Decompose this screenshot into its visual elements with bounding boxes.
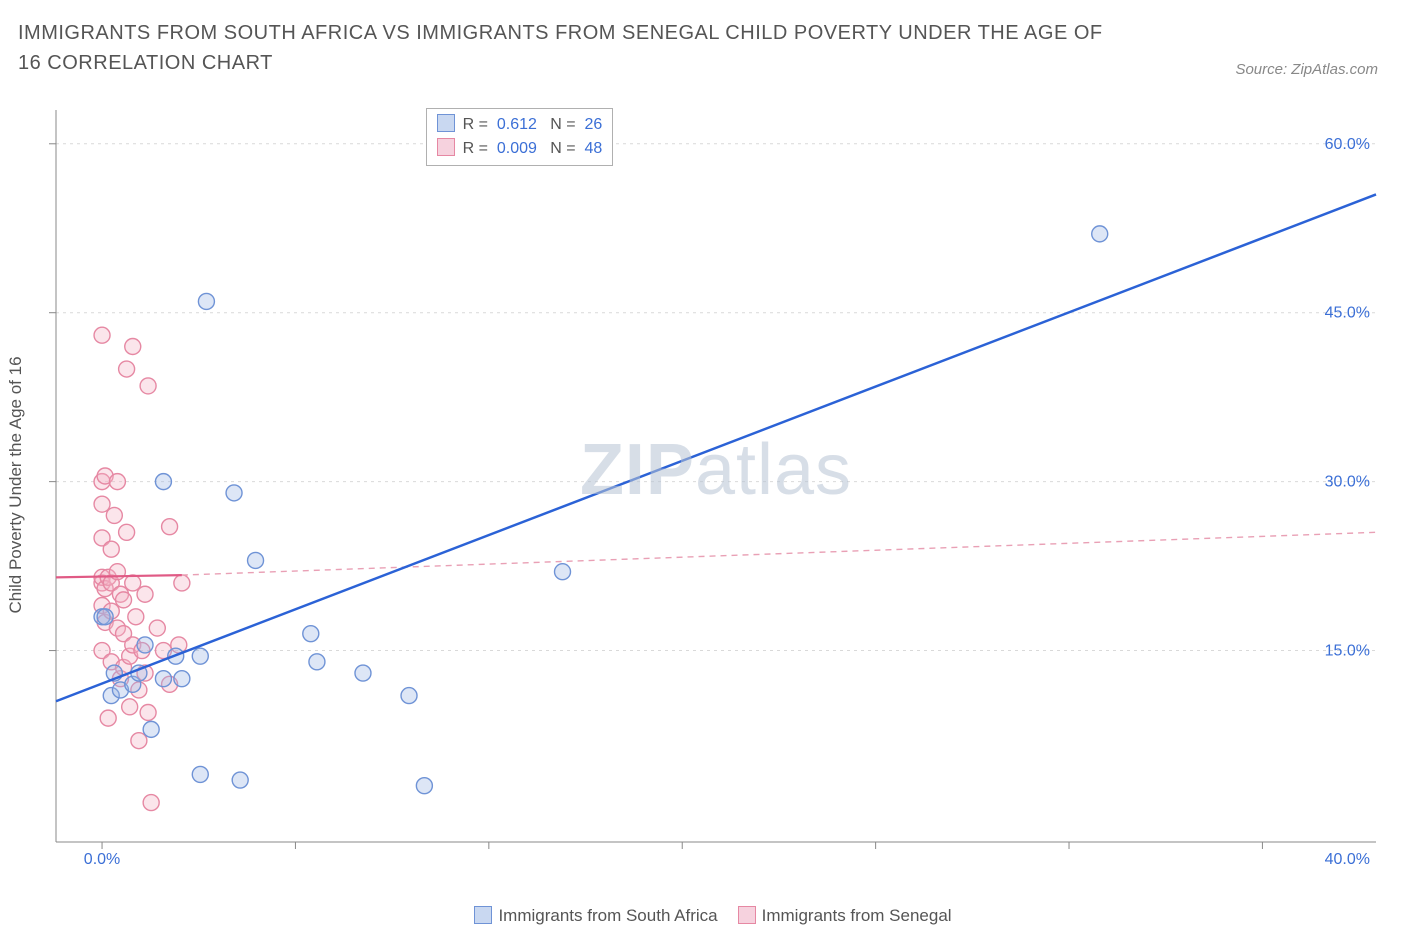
svg-text:30.0%: 30.0% [1325, 474, 1370, 491]
svg-text:45.0%: 45.0% [1325, 305, 1370, 322]
legend-row: R = 0.009 N = 48 [437, 137, 603, 161]
svg-text:60.0%: 60.0% [1325, 136, 1370, 153]
chart-area: Child Poverty Under the Age of 16 15.0%3… [46, 100, 1386, 870]
correlation-legend: R = 0.612 N = 26R = 0.009 N = 48 [426, 108, 614, 166]
legend-label: Immigrants from South Africa [498, 906, 717, 925]
legend-row: R = 0.612 N = 26 [437, 113, 603, 137]
series-legend: Immigrants from South Africa Immigrants f… [0, 906, 1406, 926]
source-label: Source: ZipAtlas.com [1235, 61, 1378, 78]
legend-label: Immigrants from Senegal [762, 906, 952, 925]
svg-text:0.0%: 0.0% [84, 851, 120, 868]
legend-swatch [474, 906, 492, 924]
svg-text:15.0%: 15.0% [1325, 643, 1370, 660]
scatter-plot: 15.0% 30.0% 45.0% 60.0% 0.0% 40.0% [46, 100, 1386, 870]
legend-swatch [738, 906, 756, 924]
svg-text:40.0%: 40.0% [1325, 851, 1370, 868]
y-axis-label: Child Poverty Under the Age of 16 [6, 356, 26, 613]
chart-title: IMMIGRANTS FROM SOUTH AFRICA VS IMMIGRAN… [18, 18, 1118, 78]
